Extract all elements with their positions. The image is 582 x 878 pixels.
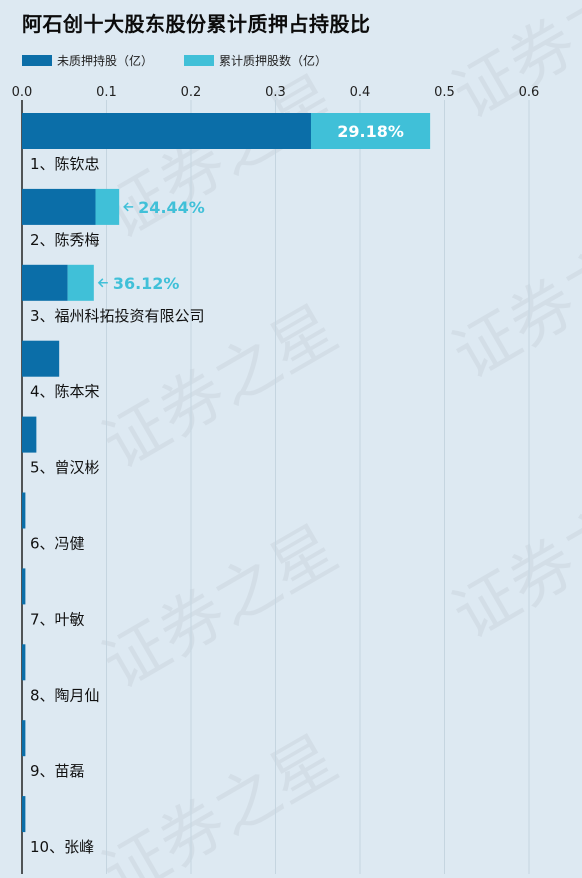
- category-label: 9、苗磊: [30, 762, 85, 780]
- pledge-ratio-label: 29.18%: [337, 122, 404, 141]
- bar-unpledged: [22, 340, 60, 377]
- category-label: 7、叶敏: [30, 610, 85, 628]
- category-label: 4、陈本宋: [30, 383, 100, 401]
- legend-label-pledged: 累计质押股数（亿）: [219, 53, 328, 68]
- bar-pledged: [310, 113, 431, 149]
- bar-pledged: [67, 264, 94, 301]
- category-label: 8、陶月仙: [30, 686, 100, 704]
- x-tick-label: 0.5: [434, 85, 455, 100]
- x-tick-label: 0.4: [350, 85, 371, 100]
- bar-unpledged: [22, 492, 26, 529]
- legend-item-pledged: 累计质押股数（亿）: [184, 53, 328, 68]
- pledge-ratio-label: 36.12%: [113, 274, 180, 293]
- category-label: 3、福州科拓投资有限公司: [30, 307, 205, 325]
- x-tick-label: 0.2: [181, 85, 202, 100]
- bar-unpledged: [22, 720, 26, 757]
- category-label: 10、张峰: [30, 838, 94, 856]
- pledge-ratio-label: 24.44%: [138, 198, 205, 217]
- bar-unpledged: [22, 188, 96, 225]
- x-tick-label: 0.1: [96, 85, 117, 100]
- bar-unpledged: [22, 113, 311, 149]
- bar-unpledged: [22, 644, 26, 681]
- bar-pledged: [95, 188, 120, 225]
- x-tick-label: 0.3: [265, 85, 286, 100]
- bar-unpledged: [22, 264, 68, 301]
- chart-title: 阿石创十大股东股份累计质押占持股比: [22, 12, 371, 36]
- category-label: 5、曾汉彬: [30, 459, 100, 477]
- legend-item-unpledged: 未质押持股（亿）: [22, 53, 154, 68]
- pointer-arrow-icon: [97, 278, 108, 288]
- x-tick-label: 0.0: [12, 85, 33, 100]
- legend-label-unpledged: 未质押持股（亿）: [57, 53, 154, 68]
- bar-unpledged: [22, 568, 26, 605]
- pointer-arrow-icon: [123, 202, 134, 212]
- category-label: 6、冯健: [30, 535, 85, 553]
- bar-unpledged: [22, 416, 37, 453]
- category-label: 1、陈钦忠: [30, 155, 100, 173]
- category-label: 2、陈秀梅: [30, 231, 100, 249]
- bar-unpledged: [22, 796, 26, 833]
- legend-swatch-unpledged: [22, 54, 52, 66]
- legend-swatch-pledged: [184, 54, 214, 66]
- x-tick-label: 0.6: [519, 85, 540, 100]
